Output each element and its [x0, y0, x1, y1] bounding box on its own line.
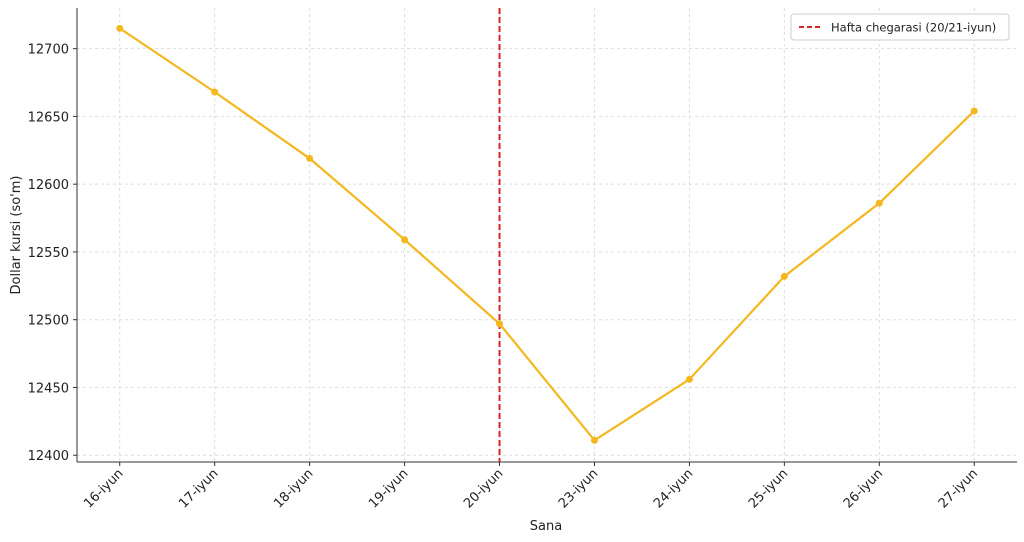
- y-axis-label: Dollar kursi (so'm): [9, 176, 24, 295]
- legend-label: Hafta chegarasi (20/21-iyun): [831, 21, 996, 35]
- x-tick-label: 18-iyun: [271, 466, 316, 511]
- x-tick-label: 27-iyun: [936, 466, 981, 511]
- point: [970, 107, 978, 115]
- y-tick-label: 12400: [28, 449, 69, 464]
- x-tick-label: 17-iyun: [176, 466, 221, 511]
- point: [401, 236, 409, 244]
- x-tick-label: 23-iyun: [556, 466, 601, 511]
- point: [116, 24, 124, 32]
- point: [875, 199, 883, 207]
- point: [496, 320, 504, 328]
- x-axis-label: Sana: [530, 519, 562, 534]
- y-tick-label: 12500: [28, 314, 69, 329]
- point: [306, 154, 314, 162]
- point: [780, 272, 788, 280]
- y-tick-label: 12650: [28, 110, 69, 125]
- y-tick-label: 12550: [28, 246, 69, 261]
- x-tick-label: 25-iyun: [746, 466, 791, 511]
- x-tick-label: 19-iyun: [366, 466, 411, 511]
- point: [590, 436, 598, 444]
- y-tick-label: 12450: [28, 381, 69, 396]
- x-tick-label: 26-iyun: [841, 466, 886, 511]
- x-tick-label: 20-iyun: [461, 466, 506, 511]
- y-tick-label: 12600: [28, 178, 69, 193]
- x-tick-label: 24-iyun: [651, 466, 696, 511]
- x-tick-label: 16-iyun: [81, 466, 126, 511]
- y-tick-label: 12700: [28, 43, 69, 58]
- line: [119, 27, 976, 442]
- legend-box: [790, 13, 1010, 41]
- point: [211, 88, 219, 96]
- point: [685, 375, 693, 383]
